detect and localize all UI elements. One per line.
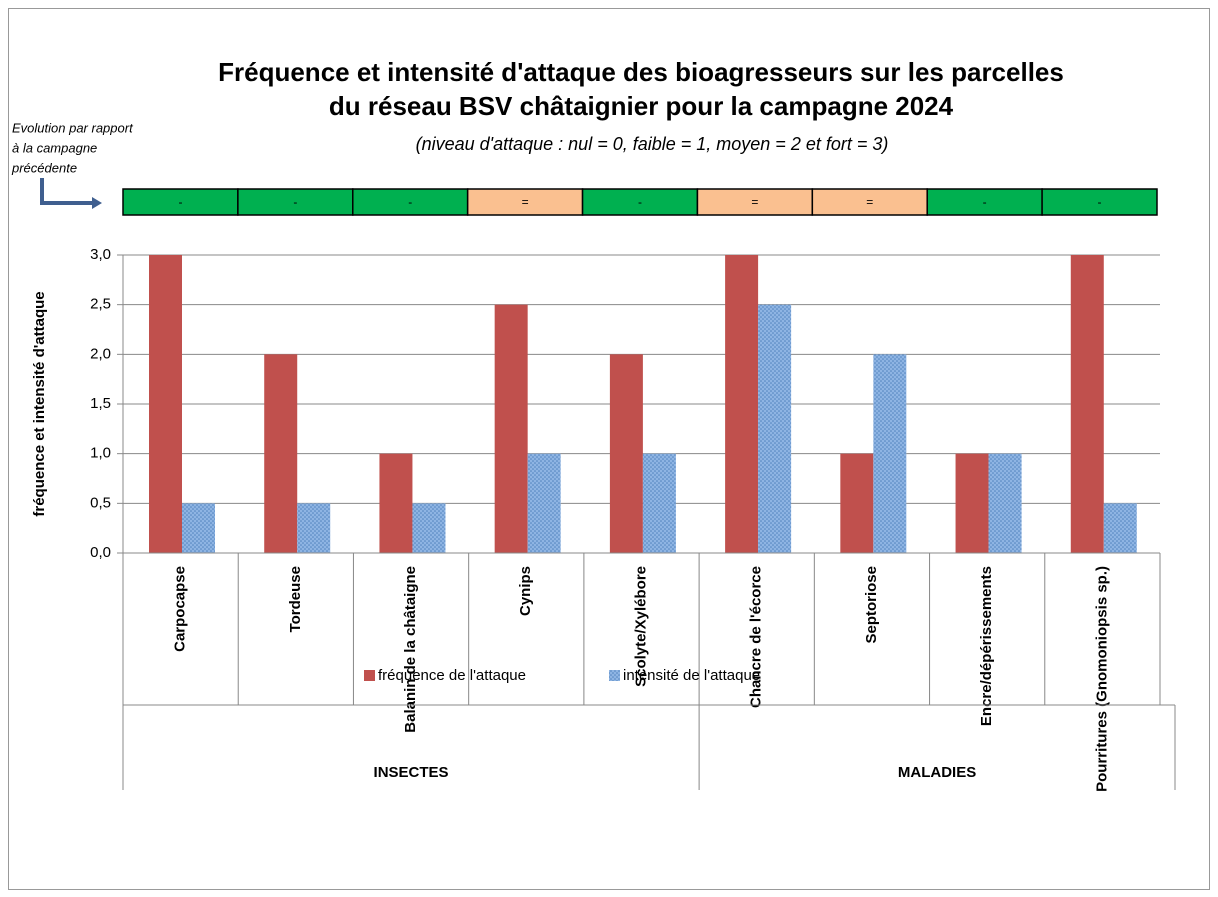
bar xyxy=(264,354,298,553)
evolution-cell xyxy=(352,188,469,216)
group-label: MALADIES xyxy=(898,764,976,781)
y-tick-label: 1,0 xyxy=(90,445,111,462)
x-tick-label: Pourritures (Gnomoniopsis sp.) xyxy=(1093,566,1110,792)
y-tick-label: 3,0 xyxy=(90,246,111,263)
bar xyxy=(758,304,792,553)
arrow xyxy=(40,178,92,205)
x-tick-label: Cynips xyxy=(517,566,534,616)
bar xyxy=(149,255,182,553)
chart-title: du réseau BSV châtaignier pour la campag… xyxy=(329,91,954,121)
chart-border xyxy=(8,8,1210,890)
evolution-label: - xyxy=(408,195,412,209)
evolution-cell xyxy=(696,188,814,216)
bar xyxy=(1070,255,1104,553)
x-tick-label: Encre/dépérissements xyxy=(978,566,995,726)
evolution-label: - xyxy=(638,195,642,209)
evolution-cell xyxy=(581,188,699,216)
x-tick-label: Chancre de l'écorce xyxy=(748,566,765,708)
evolution-note: précédente xyxy=(11,160,77,175)
bar xyxy=(609,354,643,553)
x-tick-label: Tordeuse xyxy=(287,566,304,632)
evolution-label: - xyxy=(293,195,297,209)
bar xyxy=(527,453,561,553)
y-tick-label: 2,5 xyxy=(90,296,111,313)
evolution-label: - xyxy=(178,195,182,209)
evolution-cell xyxy=(1041,188,1158,216)
bar xyxy=(379,453,413,553)
bar xyxy=(955,453,989,553)
evolution-label: - xyxy=(1098,195,1102,209)
evolution-note: Evolution par rapport xyxy=(12,120,134,135)
x-tick-label: Carpocapse xyxy=(172,566,189,652)
bar xyxy=(297,503,331,553)
y-tick-label: 1,5 xyxy=(90,395,111,412)
bar xyxy=(988,453,1022,553)
y-tick-label: 0,0 xyxy=(90,544,111,561)
evolution-label: = xyxy=(522,195,529,209)
bar xyxy=(873,354,907,553)
bar xyxy=(412,503,446,553)
evolution-note: à la campagne xyxy=(12,140,97,155)
legend-swatch xyxy=(609,670,620,681)
legend-label: intensité de l'attaque xyxy=(623,667,760,684)
evolution-label: - xyxy=(983,195,987,209)
evolution-label: = xyxy=(866,195,873,209)
bar xyxy=(1103,503,1137,553)
evolution-cell xyxy=(926,188,1043,216)
y-axis-label: fréquence et intensité d'attaque xyxy=(31,291,48,516)
chart-title: Fréquence et intensité d'attaque des bio… xyxy=(218,57,1064,87)
bar xyxy=(840,453,874,553)
legend-swatch xyxy=(364,670,375,681)
evolution-cell xyxy=(811,188,928,216)
bar xyxy=(642,453,676,553)
bar xyxy=(182,503,215,553)
group-label: INSECTES xyxy=(374,764,449,781)
x-tick-label: Balanin de la châtaigne xyxy=(402,566,419,733)
x-tick-label: Scolyte/Xylébore xyxy=(632,566,649,687)
y-tick-label: 0,5 xyxy=(90,494,111,511)
chart-subtitle: (niveau d'attaque : nul = 0, faible = 1,… xyxy=(416,134,889,154)
arrow-head xyxy=(92,197,102,209)
legend-label: fréquence de l'attaque xyxy=(378,667,526,684)
evolution-cell xyxy=(237,188,354,216)
bar xyxy=(494,304,528,553)
y-tick-label: 2,0 xyxy=(90,345,111,362)
x-tick-label: Septoriose xyxy=(863,566,880,644)
evolution-label: = xyxy=(751,195,758,209)
bar xyxy=(725,255,759,553)
